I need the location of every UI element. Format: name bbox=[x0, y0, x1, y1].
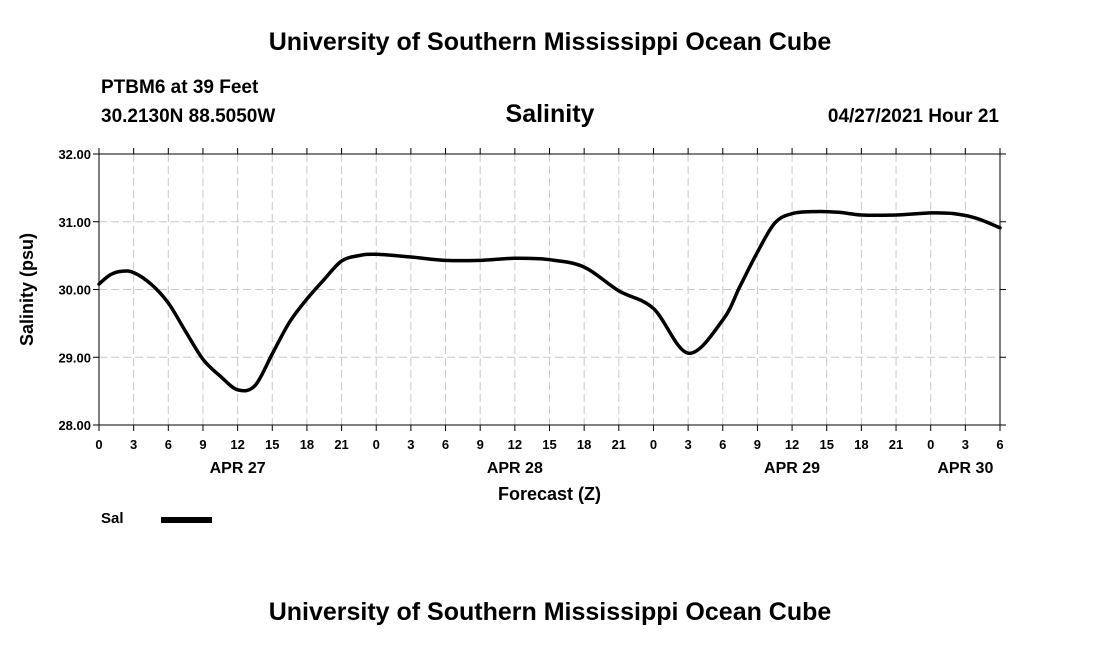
x-tick-label: 0 bbox=[95, 437, 102, 452]
forecast-timestamp: 04/27/2021 Hour 21 bbox=[827, 106, 999, 127]
x-tick-label: 6 bbox=[165, 437, 172, 452]
x-tick-label: 3 bbox=[130, 437, 137, 452]
x-tick-label: 18 bbox=[577, 437, 591, 452]
footer-title: University of Southern Mississippi Ocean… bbox=[268, 598, 832, 626]
x-tick-label: 6 bbox=[442, 437, 449, 452]
x-tick-label: 0 bbox=[927, 437, 934, 452]
variable-title: Salinity bbox=[505, 100, 595, 128]
x-tick-label: 9 bbox=[477, 437, 484, 452]
y-tick-label: 29.00 bbox=[58, 350, 91, 365]
x-date-label: APR 27 bbox=[210, 460, 266, 477]
y-tick-label: 28.00 bbox=[58, 418, 91, 433]
y-tick-label: 31.00 bbox=[58, 215, 91, 230]
plot-frame bbox=[98, 153, 1001, 426]
x-tick-label: 15 bbox=[819, 437, 833, 452]
x-axis-title: Forecast (Z) bbox=[498, 484, 601, 504]
x-tick-label: 15 bbox=[542, 437, 556, 452]
legend-swatch bbox=[161, 517, 212, 523]
series-line-sal bbox=[97, 209, 1002, 393]
x-tick-label: 0 bbox=[650, 437, 657, 452]
x-tick-label: 9 bbox=[199, 437, 206, 452]
x-tick-label: 12 bbox=[230, 437, 244, 452]
x-date-label: APR 28 bbox=[487, 460, 543, 477]
x-tick-label: 9 bbox=[754, 437, 761, 452]
x-tick-label: 0 bbox=[373, 437, 380, 452]
x-date-label: APR 29 bbox=[764, 460, 820, 477]
legend-label: Sal bbox=[101, 510, 124, 527]
x-tick-label: 3 bbox=[962, 437, 969, 452]
x-tick-label: 21 bbox=[334, 437, 348, 452]
x-tick-label: 6 bbox=[996, 437, 1003, 452]
x-tick-label: 6 bbox=[719, 437, 726, 452]
x-tick-label: 12 bbox=[508, 437, 522, 452]
y-axis-title: Salinity (psu) bbox=[17, 233, 37, 346]
x-tick-label: 18 bbox=[854, 437, 868, 452]
station-coordinates: 30.2130N 88.5050W bbox=[101, 106, 276, 127]
y-tick-label: 30.00 bbox=[58, 283, 91, 298]
x-tick-label: 3 bbox=[684, 437, 691, 452]
x-tick-label: 12 bbox=[785, 437, 799, 452]
y-tick-label: 32.00 bbox=[58, 147, 91, 162]
station-label: PTBM6 at 39 Feet bbox=[101, 77, 259, 98]
x-tick-label: 21 bbox=[612, 437, 626, 452]
x-tick-label: 18 bbox=[300, 437, 314, 452]
chart-title: University of Southern Mississippi Ocean… bbox=[268, 28, 832, 56]
x-date-label: APR 30 bbox=[937, 460, 993, 477]
x-tick-label: 3 bbox=[407, 437, 414, 452]
x-tick-label: 15 bbox=[265, 437, 279, 452]
x-tick-label: 21 bbox=[889, 437, 903, 452]
